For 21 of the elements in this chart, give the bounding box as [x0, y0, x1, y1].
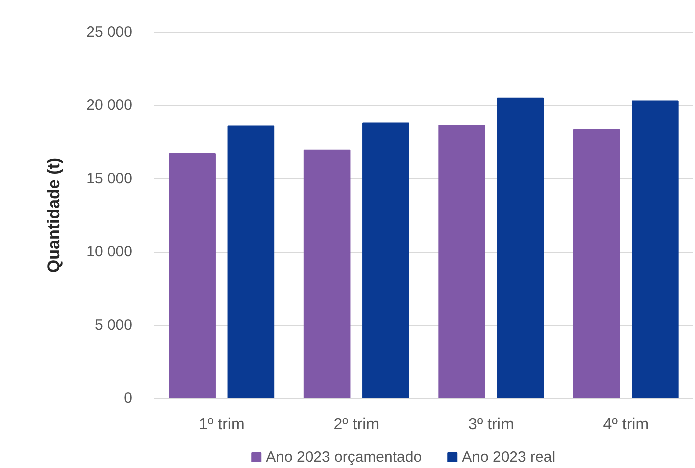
x-tick-label: 1º trim [198, 416, 245, 434]
bar [632, 100, 679, 398]
y-tick-label: 20 000 [86, 97, 133, 114]
y-tick-label: 5 000 [94, 316, 133, 334]
x-tick-label: 3º trim [468, 416, 514, 434]
bar [438, 124, 486, 398]
bar [362, 122, 410, 398]
y-tick-label: 25 000 [86, 24, 133, 41]
y-tick-label: 10 000 [86, 244, 133, 261]
bar [573, 129, 620, 398]
y-tick-label: 15 000 [86, 170, 133, 188]
bar [497, 98, 544, 398]
y-axis-title: Quantidade (t) [44, 158, 64, 274]
bar [169, 154, 216, 398]
bar [228, 126, 275, 398]
bar [304, 150, 351, 398]
x-tick-label: 4º trim [603, 416, 650, 434]
x-tick-label: 2º trim [334, 416, 380, 434]
legend-label: Ano 2023 orçamentado [266, 449, 422, 466]
y-tick-label: 0 [124, 390, 132, 407]
legend-label: Ano 2023 real [462, 449, 556, 466]
